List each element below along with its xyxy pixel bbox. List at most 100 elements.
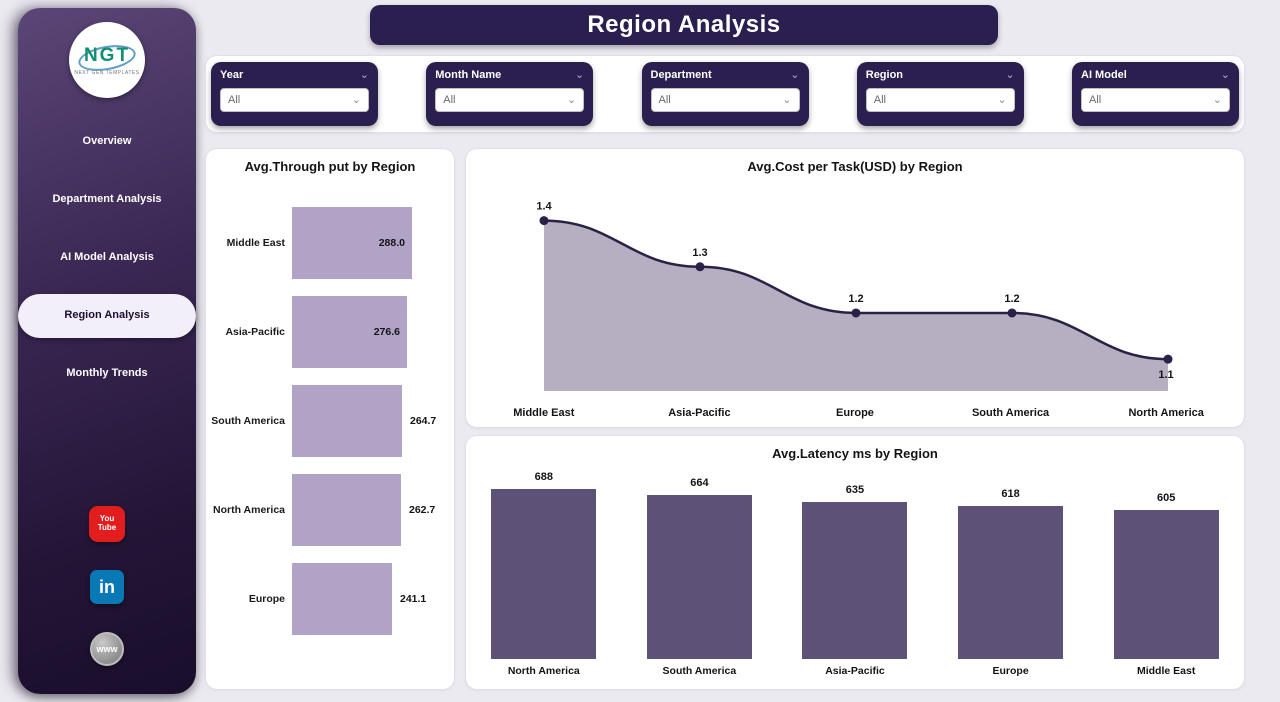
vbar-column: 688 North America [466, 464, 622, 683]
chevron-down-icon: ⌄ [782, 94, 792, 106]
hbar-bar[interactable] [292, 474, 401, 546]
hbar-value-label: 276.6 [373, 326, 400, 338]
vbar-category-label: Asia-Pacific [825, 665, 885, 677]
cost-chart-plot: 1.4 1.3 1.2 1.2 1.1 [536, 201, 1174, 391]
filter-region-value: All [873, 94, 886, 106]
filter-ai-model-header[interactable]: AI Model ⌄ [1081, 69, 1230, 81]
filter-ai-model-label: AI Model [1081, 69, 1127, 81]
vbar-bar[interactable] [1113, 510, 1219, 659]
filter-department[interactable]: Department ⌄ All ⌄ [641, 62, 809, 126]
vbar-bar[interactable] [802, 502, 908, 659]
vbar-column: 618 Europe [933, 464, 1089, 683]
vbar-category-label: South America [662, 665, 737, 677]
cost-data-point[interactable] [539, 216, 549, 226]
sidebar-item-region-analysis[interactable]: Region Analysis [18, 294, 196, 338]
cost-chart-title: Avg.Cost per Task(USD) by Region [747, 159, 963, 174]
page-title: Region Analysis [587, 11, 781, 38]
latency-chart-plot: 688 North America 664 South America 635 Asia-… [466, 464, 1244, 683]
hbar-category-label: Europe [248, 592, 285, 605]
ngt-logo: NGT NEXT GEN TEMPLATES [69, 22, 145, 98]
cost-area-fill [544, 220, 1168, 391]
filter-month-name[interactable]: Month Name ⌄ All ⌄ [426, 62, 594, 126]
filter-year-value: All [228, 94, 241, 106]
hbar-row: Asia-Pacific 276.6 [206, 296, 446, 368]
hbar-track: 262.7 [292, 474, 446, 546]
vbar-column: 635 Asia-Pacific [777, 464, 933, 683]
filter-department-select[interactable]: All ⌄ [650, 88, 800, 112]
cost-value-label: 1.1 [1158, 369, 1173, 381]
filter-department-label: Department [650, 69, 712, 81]
hbar-bar[interactable] [292, 563, 392, 635]
sidebar: NGT NEXT GEN TEMPLATES Overview Departme… [18, 8, 196, 694]
vbar-value-label: 605 [1156, 492, 1176, 504]
sidebar-item-overview[interactable]: Overview [82, 135, 132, 148]
hbar-value-label: 288.0 [378, 237, 405, 249]
latency-chart-title: Avg.Latency ms by Region [772, 446, 938, 461]
vbar-category-label: North America [507, 665, 580, 677]
header-banner: Region Analysis [370, 5, 998, 45]
hbar-row: South America 264.7 [206, 385, 446, 457]
filter-department-header[interactable]: Department ⌄ [651, 69, 800, 81]
filter-month-name-header[interactable]: Month Name ⌄ [435, 69, 584, 81]
hbar-track: 288.0 [292, 207, 446, 279]
hbar-value-label: 262.7 [409, 504, 436, 516]
filter-region-label: Region [865, 69, 904, 81]
vbar-bar[interactable] [491, 489, 597, 659]
filter-year-header[interactable]: Year ⌄ [220, 69, 369, 81]
sidebar-item-monthly-trends[interactable]: Monthly Trends [66, 367, 148, 380]
cost-category-label: Middle East [513, 407, 575, 419]
sidebar-item-ai-model-analysis[interactable]: AI Model Analysis [60, 251, 154, 264]
vbar-category-label: Europe [992, 665, 1029, 677]
cost-category-label: North America [1128, 407, 1204, 419]
linkedin-icon[interactable]: in [90, 570, 124, 604]
chevron-down-icon: ⌄ [351, 94, 361, 106]
hbar-bar[interactable] [292, 385, 402, 457]
cost-data-point[interactable] [851, 308, 861, 318]
hbar-bar[interactable] [292, 296, 407, 368]
cost-data-point[interactable] [695, 262, 705, 272]
cost-value-label: 1.4 [536, 201, 552, 213]
cost-chart-x-axis: Middle East Asia-Pacific Europe South Ameri… [466, 407, 1244, 419]
chevron-down-icon: ⌄ [1212, 94, 1222, 106]
youtube-icon[interactable]: You Tube [89, 506, 125, 542]
cost-data-point[interactable] [1007, 308, 1017, 318]
chevron-down-icon: ⌄ [997, 94, 1007, 106]
filter-ai-model[interactable]: AI Model ⌄ All ⌄ [1072, 62, 1239, 126]
sidebar-item-department-analysis[interactable]: Department Analysis [52, 193, 162, 206]
filter-region[interactable]: Region ⌄ All ⌄ [856, 62, 1024, 126]
filter-year[interactable]: Year ⌄ All ⌄ [211, 62, 378, 126]
filter-year-select[interactable]: All ⌄ [220, 88, 369, 112]
hbar-track: 276.6 [292, 296, 446, 368]
chevron-down-icon: ⌄ [1005, 69, 1015, 81]
cost-category-label: Europe [836, 407, 874, 419]
cost-chart-card: Avg.Cost per Task(USD) by Region 1.4 1.3 1… [465, 148, 1245, 428]
vbar-value-label: 688 [534, 471, 553, 483]
filter-region-header[interactable]: Region ⌄ [866, 69, 1015, 81]
chevron-down-icon: ⌄ [1220, 69, 1230, 81]
cost-category-label: Asia-Pacific [668, 407, 731, 419]
cost-data-point[interactable] [1163, 354, 1173, 364]
hbar-category-label: Asia-Pacific [225, 325, 285, 338]
cost-category-label: South America [971, 407, 1050, 419]
hbar-value-label: 264.7 [410, 415, 437, 427]
chevron-down-icon: ⌄ [359, 69, 369, 81]
vbar-bar[interactable] [646, 495, 752, 659]
hbar-track: 241.1 [292, 563, 446, 635]
vbar-value-label: 618 [1001, 488, 1020, 500]
filter-ai-model-select[interactable]: All ⌄ [1081, 88, 1230, 112]
cost-value-label: 1.3 [692, 247, 707, 259]
vbar-bar[interactable] [958, 506, 1064, 659]
hbar-bar[interactable] [292, 207, 412, 279]
hbar-row: Middle East 288.0 [206, 207, 446, 279]
filter-bar: Year ⌄ All ⌄ Month Name ⌄ All ⌄ Departme… [205, 55, 1245, 133]
filter-region-select[interactable]: All ⌄ [865, 88, 1015, 112]
throughput-chart-card: Avg.Through put by Region Middle East 288… [205, 148, 455, 690]
cost-value-label: 1.2 [848, 293, 863, 305]
website-globe-icon[interactable]: www [90, 632, 124, 666]
vbar-column: 664 South America [622, 464, 778, 683]
filter-ai-model-value: All [1089, 94, 1102, 106]
throughput-chart-plot: Middle East 288.0 Asia-Pacific 276.6 South A… [206, 207, 446, 652]
filter-month-name-select[interactable]: All ⌄ [435, 88, 585, 112]
chevron-down-icon: ⌄ [567, 94, 577, 106]
filter-month-name-label: Month Name [435, 69, 502, 81]
